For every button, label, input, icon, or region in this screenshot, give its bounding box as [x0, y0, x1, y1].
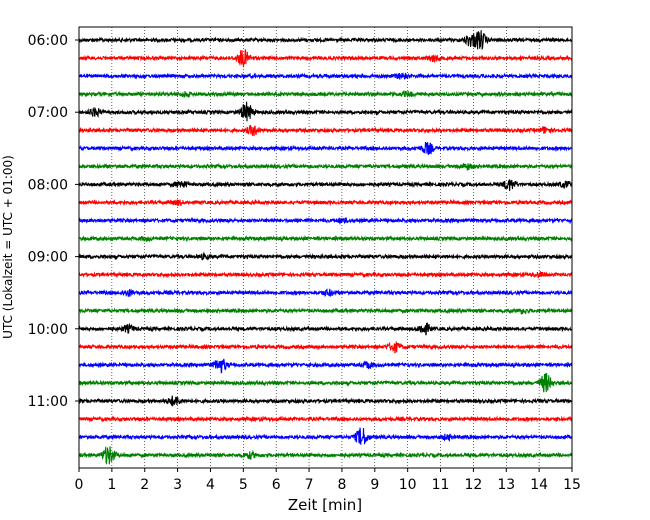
x-tick-label: 7	[305, 477, 314, 493]
x-tick-label: 1	[107, 477, 116, 493]
trace-0930	[78, 288, 573, 297]
trace-0815	[78, 198, 573, 207]
trace-0945	[78, 307, 573, 315]
trace-0830	[78, 216, 573, 225]
y-axis-label: UTC (Lokalzeit = UTC + 01:00)	[1, 155, 15, 339]
trace-0745	[78, 162, 573, 171]
trace-1100	[78, 395, 573, 407]
x-axis-ticks: 0 1 2 3 4 5 6 7 8 9 10 11 12 13 14 15	[75, 468, 581, 493]
x-axis-label: Zeit [min]	[288, 496, 362, 514]
trace-0900	[78, 251, 573, 261]
trace-1145	[78, 446, 573, 465]
trace-1015	[78, 341, 573, 354]
plot-background	[79, 27, 572, 468]
trace-1030	[78, 358, 573, 374]
y-tick-label: 10:00	[28, 322, 68, 338]
x-tick-label: 13	[497, 477, 515, 493]
trace-0630	[78, 72, 573, 80]
trace-0715	[78, 125, 573, 137]
x-tick-label: 8	[337, 477, 346, 493]
trace-layer	[78, 30, 573, 465]
x-tick-label: 14	[530, 477, 548, 493]
trace-1130	[78, 427, 573, 445]
trace-1000	[78, 321, 573, 336]
x-tick-label: 15	[563, 477, 581, 493]
x-tick-label: 12	[464, 477, 482, 493]
x-tick-label: 10	[399, 477, 417, 493]
x-tick-label: 4	[206, 477, 215, 493]
trace-1115	[78, 415, 573, 423]
y-tick-label: 11:00	[28, 394, 68, 410]
y-tick-label: 07:00	[28, 105, 68, 121]
y-tick-label: 08:00	[28, 177, 68, 193]
trace-0615	[78, 49, 573, 68]
x-tick-label: 5	[239, 477, 248, 493]
trace-0845	[78, 234, 573, 243]
y-tick-label: 06:00	[28, 33, 68, 49]
trace-0730	[78, 142, 573, 155]
x-tick-label: 3	[173, 477, 182, 493]
trace-0600	[78, 30, 573, 51]
trace-0800	[78, 179, 573, 192]
x-tick-label: 2	[140, 477, 149, 493]
trace-0915	[78, 270, 573, 279]
y-tick-label: 09:00	[28, 250, 68, 266]
plot-frame	[78, 26, 573, 469]
x-tick-label: 0	[75, 477, 84, 493]
x-tick-label: 9	[370, 477, 379, 493]
x-tick-label: 11	[432, 477, 450, 493]
y-axis-ticks: 06:00 07:00 08:00 09:00 10:00 11:00	[28, 33, 79, 410]
trace-0700	[78, 101, 573, 122]
trace-0645	[78, 90, 573, 99]
trace-1045	[78, 373, 573, 393]
x-tick-label: 6	[272, 477, 281, 493]
